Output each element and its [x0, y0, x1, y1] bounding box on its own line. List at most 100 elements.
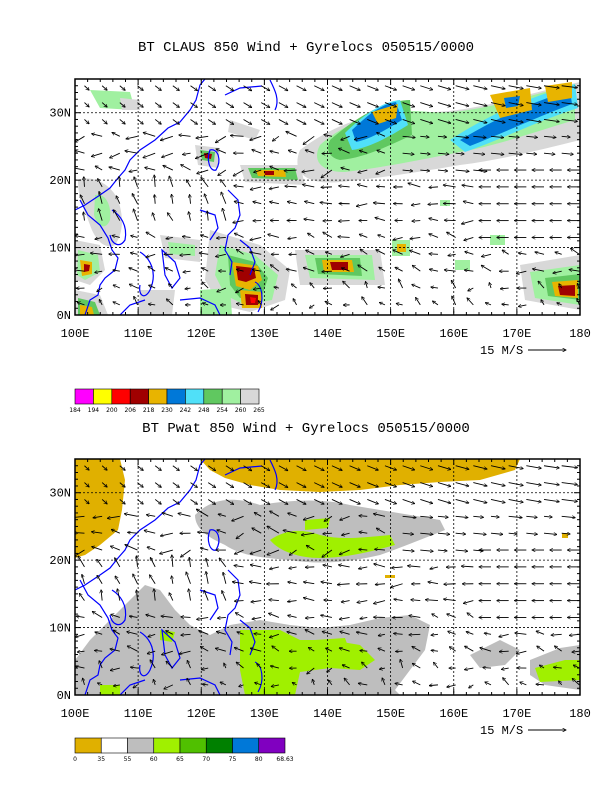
wind-vector [216, 149, 227, 154]
wind-vector [190, 195, 191, 204]
wind-vector [134, 177, 138, 188]
wind-vector [286, 131, 297, 137]
wind-vector [278, 482, 288, 488]
wind-vector [340, 631, 350, 635]
wind-vector [508, 102, 524, 106]
wind-vector [412, 646, 421, 652]
wind-vector [75, 666, 85, 668]
wind-vector [429, 234, 439, 238]
wind-vector [508, 499, 524, 502]
wind-vector [481, 253, 492, 256]
wind-vector [437, 136, 447, 137]
wind-vector [331, 102, 342, 108]
wind-vector [291, 284, 297, 289]
wind-vector [252, 270, 262, 272]
wind-vector [341, 268, 350, 272]
wind-vector [437, 499, 451, 503]
wind-vector [160, 532, 173, 536]
wind-vector [431, 650, 439, 651]
wind-vector [481, 265, 492, 272]
wind-vector [243, 482, 252, 488]
wind-vector [518, 253, 527, 254]
wind-vector [267, 526, 280, 534]
wind-vector [305, 630, 315, 635]
wind-vector [502, 304, 509, 305]
wind-vector [190, 465, 198, 471]
vector-reference-label: 15 M/S [480, 724, 523, 738]
colorbar-swatch [129, 388, 149, 405]
wind-vector [172, 465, 180, 471]
wind-vector [526, 499, 541, 502]
wind-vector [339, 549, 350, 555]
wind-vector [379, 267, 386, 272]
wind-vector [163, 165, 174, 171]
wind-vector [455, 516, 468, 517]
wind-vector [402, 465, 415, 470]
x-tick-label: 130E [250, 327, 279, 341]
wind-vector [225, 499, 234, 504]
wind-vector [331, 499, 342, 504]
colorbar-label: 60 [150, 756, 158, 763]
wind-vector [101, 482, 107, 488]
wind-vector [278, 499, 288, 504]
wind-vector [543, 85, 559, 88]
wind-vector [455, 482, 469, 487]
wind-vector [339, 148, 350, 154]
wind-vector [147, 650, 156, 654]
colorbar-label: 194 [88, 407, 100, 414]
wind-vector [288, 513, 297, 517]
wind-vector [323, 565, 333, 567]
colorbar-label: 184 [69, 407, 81, 414]
wind-vector [129, 284, 138, 289]
wind-vector [258, 301, 262, 306]
wind-vector [412, 663, 421, 669]
wind-vector [402, 119, 415, 123]
wind-vector [181, 617, 191, 618]
wind-vector [95, 632, 103, 635]
wind-vector [362, 297, 368, 306]
wind-vector [561, 482, 578, 485]
wind-vector [119, 119, 125, 124]
wind-vector [296, 102, 306, 108]
wind-vector [447, 232, 456, 238]
wind-vector [358, 567, 368, 569]
wind-vector [78, 556, 85, 568]
wind-vector [537, 646, 545, 652]
wind-vector [339, 617, 350, 619]
wind-vector [75, 150, 85, 154]
wind-vector [437, 533, 450, 534]
wind-vector [181, 634, 191, 635]
wind-vector [254, 512, 262, 517]
wind-vector [358, 265, 368, 272]
wind-vector [473, 465, 487, 469]
wind-vector [154, 499, 161, 504]
wind-vector [433, 662, 439, 669]
wind-vector [253, 202, 262, 205]
wind-vector [119, 499, 125, 504]
wind-vector [322, 271, 332, 272]
wind-vector [75, 167, 85, 171]
wind-vector [526, 482, 541, 486]
wind-vector [236, 303, 244, 304]
wind-vector [490, 136, 504, 137]
top-map-title: BT CLAUS 850 Wind + Gyrelocs 050515/0000 [137, 40, 475, 56]
bottom-map-panel: 100E 110E 120E 130E 140E 150E 160E 170E 180 30N 20… [49, 458, 591, 763]
wind-vector [84, 177, 85, 187]
wind-vector [579, 85, 580, 87]
wind-vector [485, 303, 492, 305]
wind-vector [207, 482, 215, 488]
wind-vector [269, 202, 279, 205]
wind-vector [314, 85, 324, 91]
wind-vector [101, 85, 107, 91]
wind-vector [508, 136, 520, 137]
wind-vector [314, 465, 324, 471]
wind-vector [234, 201, 244, 205]
colorbar-swatch [93, 388, 113, 405]
wind-vector [437, 465, 451, 470]
wind-vector [465, 252, 474, 255]
wind-vector [349, 499, 361, 504]
y-tick-label: 0N [57, 689, 71, 703]
wind-vector [402, 102, 415, 107]
wind-vector [373, 600, 386, 604]
wind-vector [561, 85, 578, 88]
